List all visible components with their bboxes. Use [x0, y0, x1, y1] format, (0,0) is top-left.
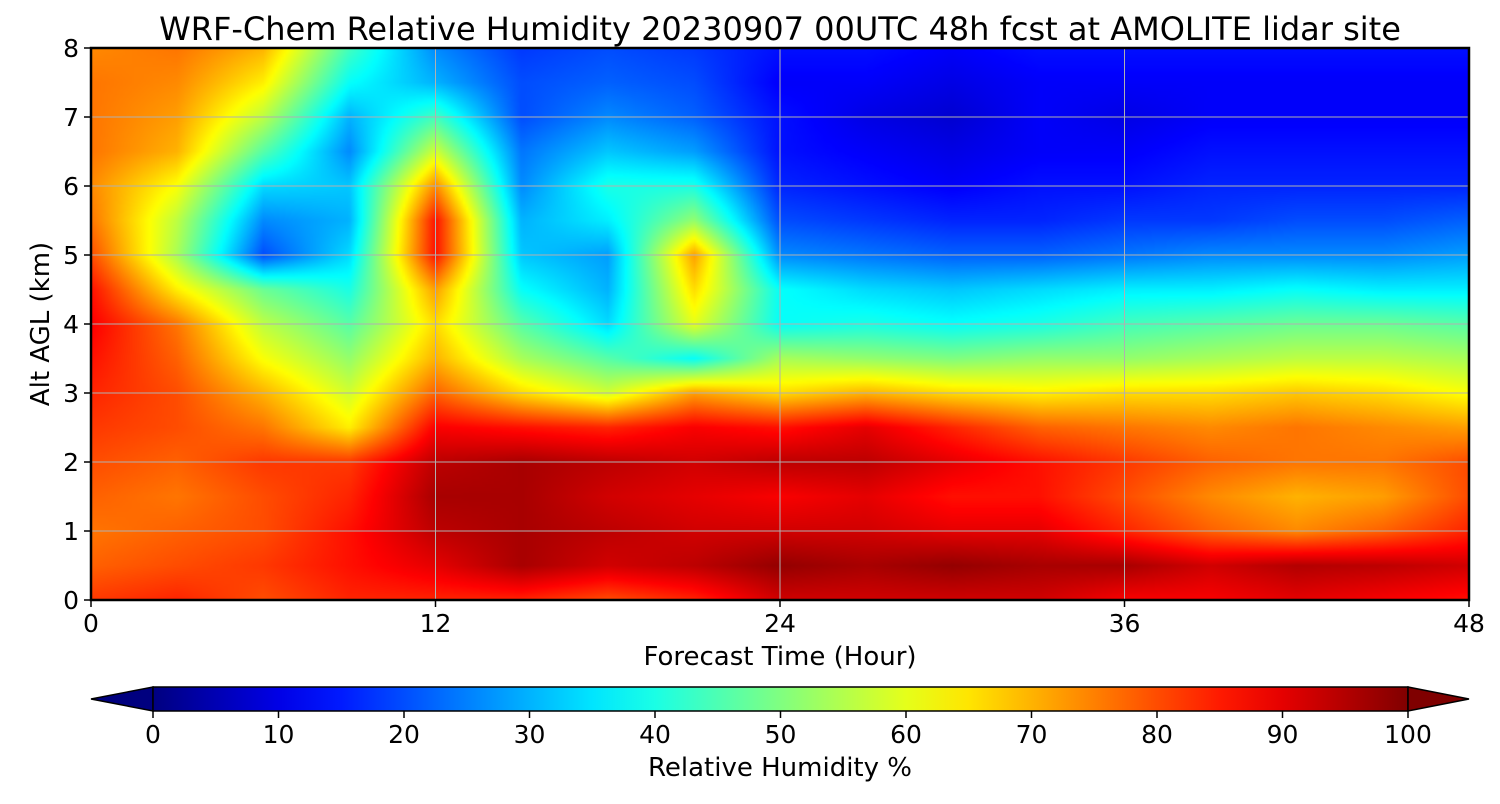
y-tick-label: 7 [63, 103, 79, 132]
y-tick-label: 2 [63, 448, 79, 477]
colorbar-label: Relative Humidity % [648, 753, 912, 783]
y-tick-label: 1 [63, 517, 79, 546]
colorbar-tick-label: 20 [388, 720, 420, 749]
colorbar-tick-label: 10 [263, 720, 295, 749]
x-tick-label: 36 [1109, 609, 1141, 638]
colorbar-tick-label: 60 [890, 720, 922, 749]
colorbar-tick-label: 50 [765, 720, 797, 749]
x-tick-label: 12 [420, 609, 452, 638]
x-tick-label: 0 [83, 609, 99, 638]
y-tick-label: 5 [63, 241, 79, 270]
y-tick-label: 0 [63, 586, 79, 615]
colorbar-tick-label: 40 [639, 720, 671, 749]
y-tick-label: 3 [63, 379, 79, 408]
colorbar-tick-label: 100 [1384, 720, 1432, 749]
colorbar-extend-low [90, 686, 154, 712]
colorbar-tick-label: 80 [1141, 720, 1173, 749]
colorbar-tick-label: 0 [145, 720, 161, 749]
chart-title: WRF-Chem Relative Humidity 20230907 00UT… [159, 10, 1401, 48]
colorbar-tick-label: 90 [1267, 720, 1299, 749]
x-tick-label: 48 [1453, 609, 1485, 638]
colorbar-extend-high [1407, 686, 1470, 712]
colorbar-ticks: 0 10 20 30 40 50 60 70 80 90 100 [145, 711, 1432, 749]
y-axis-ticks: 0 1 2 3 4 5 6 7 8 [63, 34, 91, 615]
colorbar-tick-label: 70 [1016, 720, 1048, 749]
x-axis-label: Forecast Time (Hour) [643, 642, 916, 672]
x-tick-label: 24 [764, 609, 796, 638]
y-tick-label: 8 [63, 34, 79, 63]
colorbar-gradient [152, 686, 1409, 712]
colorbar-tick-label: 30 [514, 720, 546, 749]
x-axis-ticks: 0 12 24 36 48 [83, 600, 1485, 638]
y-tick-label: 6 [63, 172, 79, 201]
colorbar: 0 10 20 30 40 50 60 70 80 90 100 [90, 686, 1470, 749]
y-axis-label: Alt AGL (km) [26, 242, 56, 406]
y-tick-label: 4 [63, 310, 79, 339]
